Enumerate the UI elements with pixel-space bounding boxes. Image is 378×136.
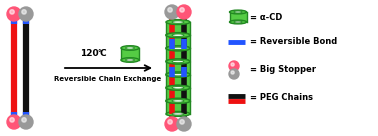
Ellipse shape bbox=[172, 100, 184, 102]
Circle shape bbox=[180, 120, 184, 124]
Circle shape bbox=[7, 7, 21, 21]
Circle shape bbox=[165, 117, 179, 131]
Ellipse shape bbox=[172, 34, 184, 36]
Circle shape bbox=[22, 118, 26, 122]
Ellipse shape bbox=[125, 59, 135, 61]
Ellipse shape bbox=[172, 86, 184, 89]
Polygon shape bbox=[166, 61, 190, 75]
Ellipse shape bbox=[166, 46, 190, 51]
Ellipse shape bbox=[172, 100, 184, 102]
Ellipse shape bbox=[172, 21, 184, 23]
Ellipse shape bbox=[172, 47, 184, 50]
Circle shape bbox=[231, 71, 234, 74]
Ellipse shape bbox=[166, 112, 190, 116]
Circle shape bbox=[10, 10, 14, 14]
Ellipse shape bbox=[166, 33, 190, 38]
Ellipse shape bbox=[166, 59, 190, 64]
Circle shape bbox=[177, 5, 191, 19]
Ellipse shape bbox=[172, 34, 184, 36]
Ellipse shape bbox=[172, 113, 184, 115]
Polygon shape bbox=[121, 48, 139, 60]
Ellipse shape bbox=[172, 60, 184, 63]
Ellipse shape bbox=[166, 85, 190, 90]
Ellipse shape bbox=[166, 59, 190, 64]
Circle shape bbox=[229, 61, 239, 71]
Polygon shape bbox=[166, 88, 190, 101]
Text: = Reversible Bond: = Reversible Bond bbox=[250, 38, 337, 47]
Circle shape bbox=[7, 115, 21, 129]
Circle shape bbox=[19, 7, 33, 21]
Ellipse shape bbox=[172, 73, 184, 76]
Ellipse shape bbox=[229, 20, 246, 24]
Ellipse shape bbox=[172, 47, 184, 50]
Text: °: ° bbox=[97, 50, 101, 56]
Text: Reversible Chain Exchange: Reversible Chain Exchange bbox=[54, 76, 162, 82]
Ellipse shape bbox=[172, 86, 184, 89]
Text: 120: 120 bbox=[80, 49, 99, 58]
Circle shape bbox=[168, 120, 172, 124]
Circle shape bbox=[229, 69, 239, 79]
Circle shape bbox=[19, 115, 33, 129]
Ellipse shape bbox=[234, 21, 242, 23]
Ellipse shape bbox=[166, 33, 190, 38]
Ellipse shape bbox=[166, 46, 190, 51]
Text: = PEG Chains: = PEG Chains bbox=[250, 94, 313, 103]
Polygon shape bbox=[166, 75, 190, 88]
Polygon shape bbox=[166, 101, 190, 114]
Ellipse shape bbox=[166, 72, 190, 77]
Ellipse shape bbox=[172, 73, 184, 76]
Ellipse shape bbox=[121, 46, 139, 50]
Circle shape bbox=[231, 63, 234, 66]
Text: = Big Stopper: = Big Stopper bbox=[250, 66, 316, 75]
Circle shape bbox=[180, 8, 184, 12]
Circle shape bbox=[165, 5, 179, 19]
Ellipse shape bbox=[229, 10, 246, 14]
Ellipse shape bbox=[172, 60, 184, 63]
Ellipse shape bbox=[234, 11, 242, 13]
Polygon shape bbox=[229, 12, 246, 22]
Circle shape bbox=[177, 117, 191, 131]
Text: = α-CD: = α-CD bbox=[250, 13, 282, 21]
Ellipse shape bbox=[121, 58, 139, 62]
Ellipse shape bbox=[166, 72, 190, 77]
Ellipse shape bbox=[125, 47, 135, 49]
Ellipse shape bbox=[166, 98, 190, 103]
Ellipse shape bbox=[166, 85, 190, 90]
Ellipse shape bbox=[166, 98, 190, 103]
Circle shape bbox=[22, 10, 26, 14]
Polygon shape bbox=[166, 22, 190, 35]
Polygon shape bbox=[166, 48, 190, 61]
Circle shape bbox=[168, 8, 172, 12]
Ellipse shape bbox=[166, 20, 190, 24]
Polygon shape bbox=[166, 35, 190, 48]
Circle shape bbox=[10, 118, 14, 122]
Text: C: C bbox=[100, 49, 107, 58]
